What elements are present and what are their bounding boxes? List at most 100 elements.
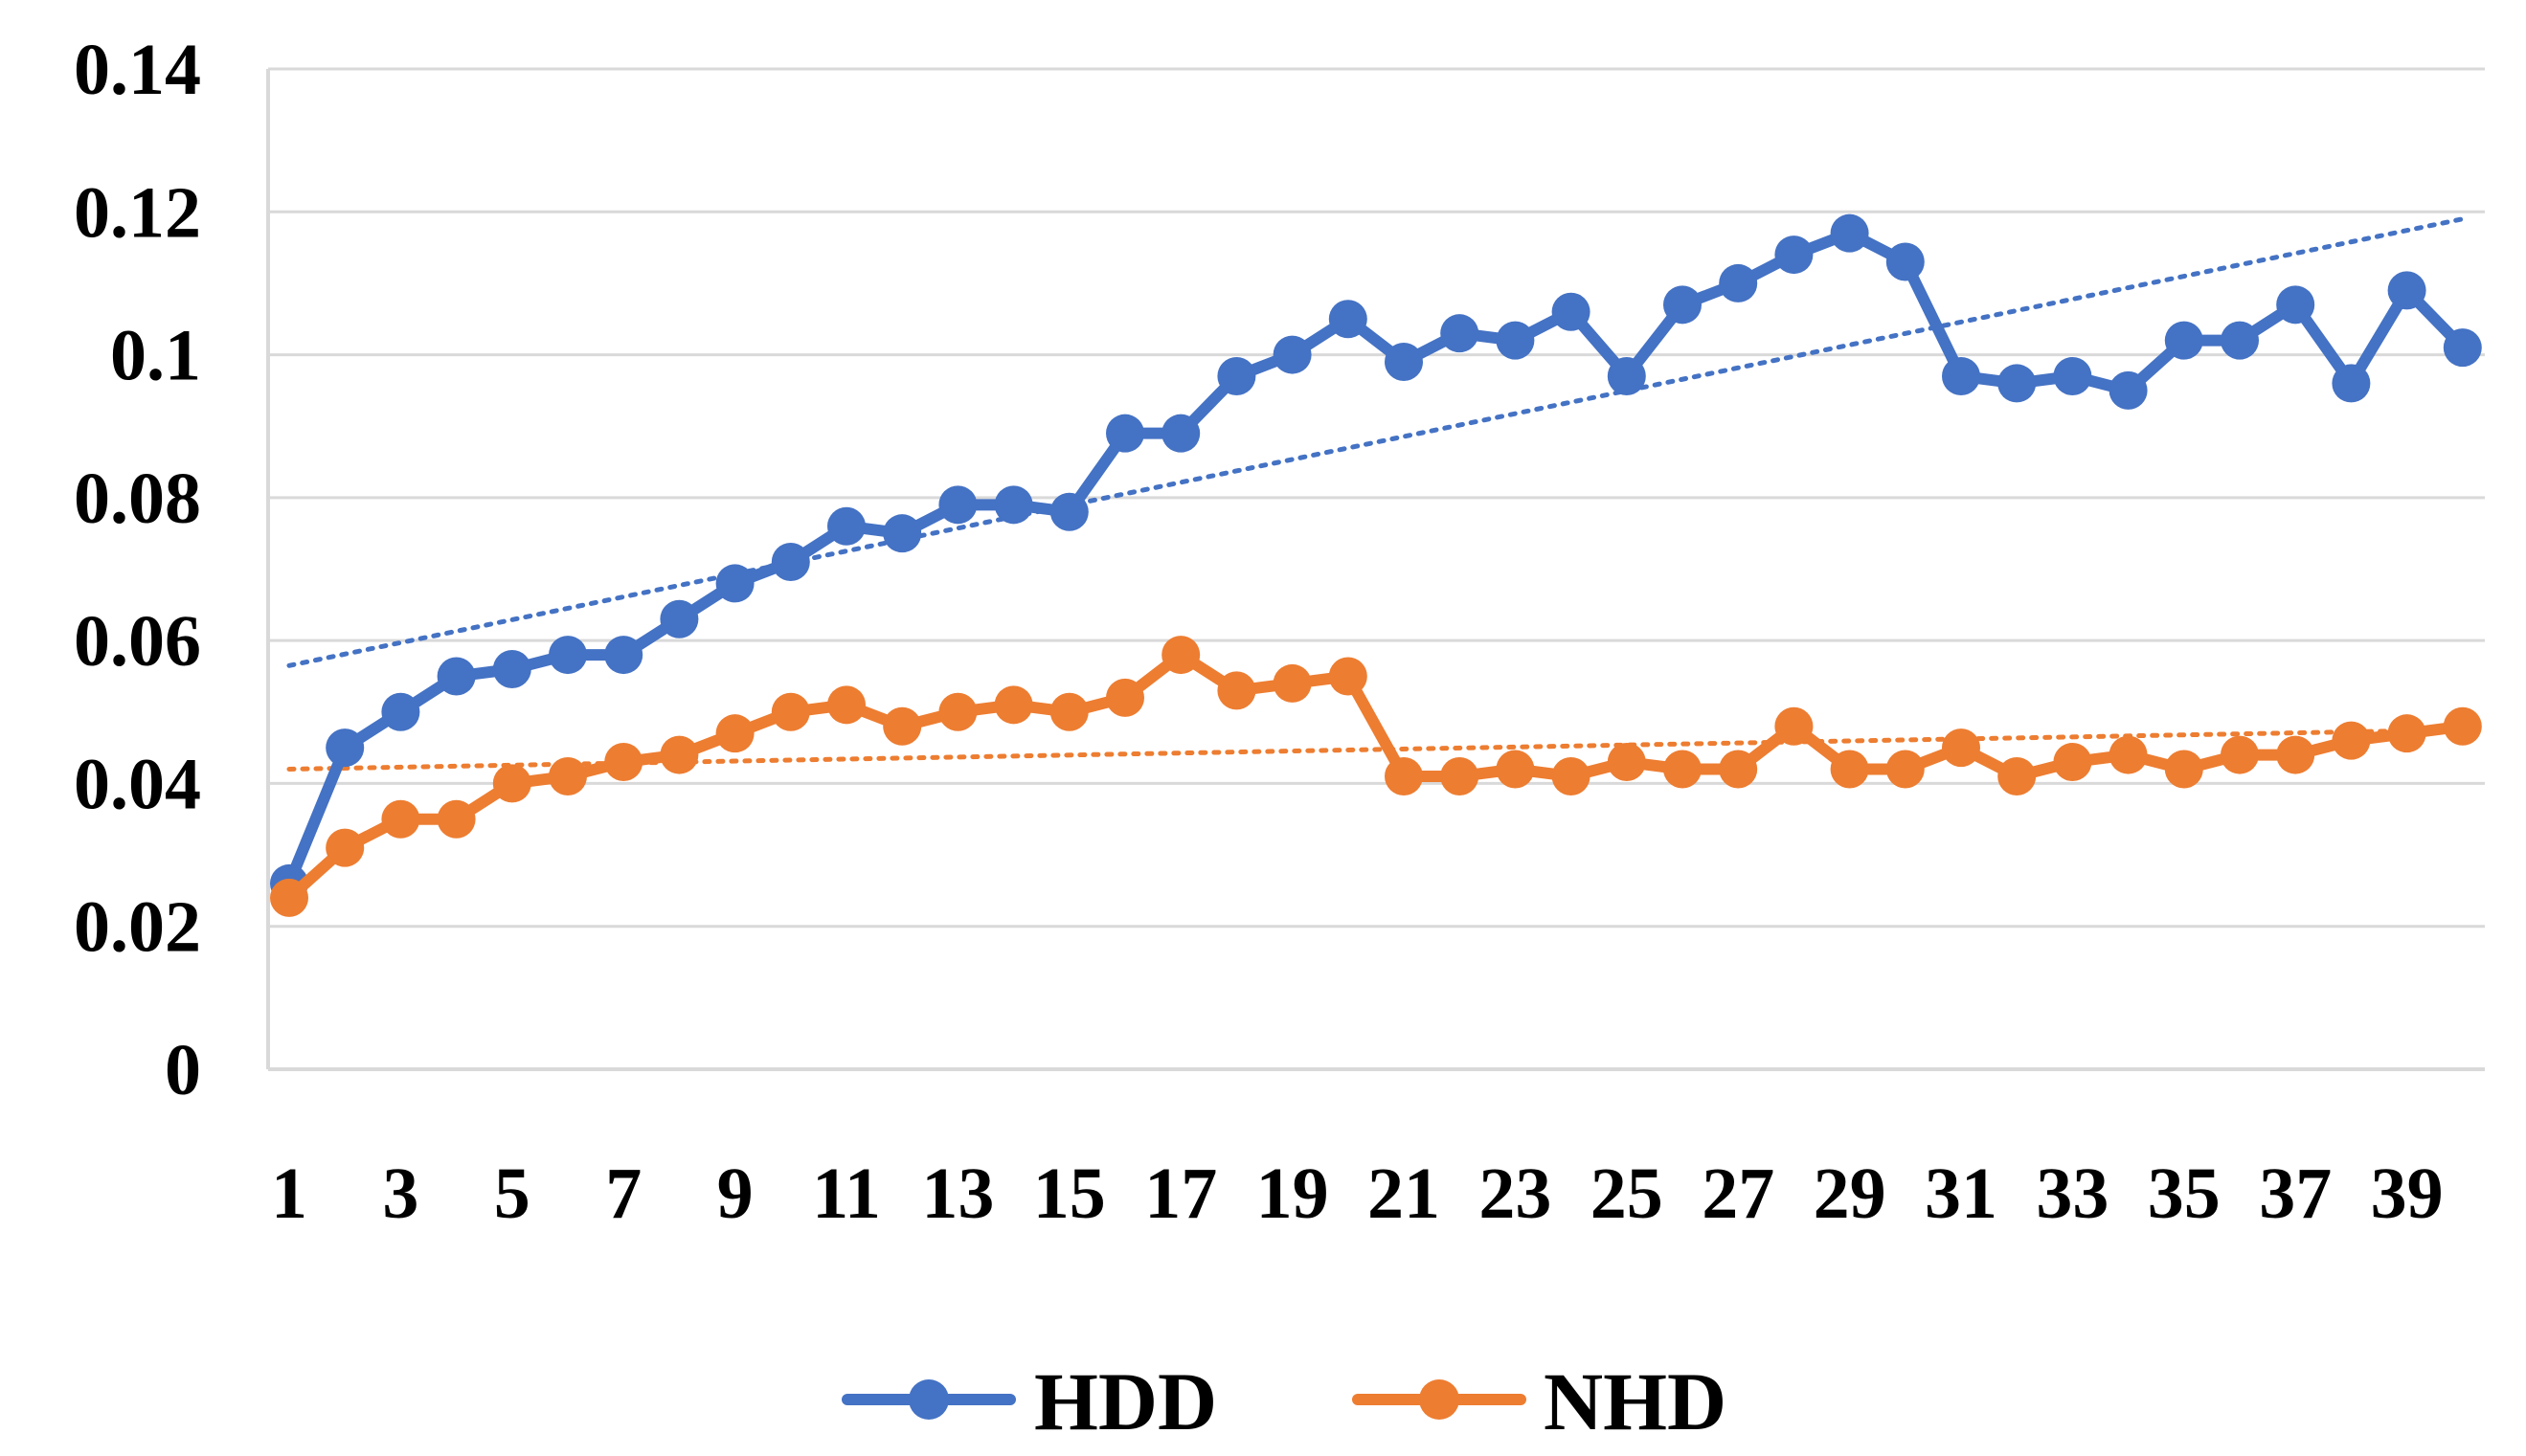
data-point-hdd <box>1440 314 1479 353</box>
data-point-hdd <box>2221 321 2259 360</box>
data-point-nhd <box>660 735 699 774</box>
data-point-hdd <box>2109 370 2148 410</box>
data-point-nhd <box>1997 756 2037 795</box>
data-point-hdd <box>1942 356 1980 395</box>
x-tick-label: 7 <box>605 1154 642 1234</box>
x-tick-label: 39 <box>2371 1154 2444 1234</box>
data-point-hdd <box>381 692 420 731</box>
data-point-hdd <box>1997 364 2037 403</box>
y-tick-label: 0.08 <box>74 459 201 539</box>
data-point-hdd <box>492 650 531 688</box>
data-point-hdd <box>2443 328 2482 368</box>
data-point-nhd <box>492 764 531 803</box>
data-point-hdd <box>1162 414 1201 453</box>
x-tick-label: 21 <box>1367 1154 1440 1234</box>
x-tick-label: 5 <box>494 1154 530 1234</box>
legend-item-hdd: HDD <box>842 1355 1217 1447</box>
data-point-nhd <box>2053 743 2092 782</box>
data-point-nhd <box>1440 756 1479 795</box>
y-tick-label: 0 <box>165 1030 201 1110</box>
x-tick-label: 31 <box>1925 1154 1997 1234</box>
data-point-nhd <box>1663 750 1702 789</box>
data-point-hdd <box>549 636 587 675</box>
data-point-nhd <box>1385 756 1423 795</box>
x-tick-label: 19 <box>1256 1154 1329 1234</box>
x-tick-label: 29 <box>1814 1154 1886 1234</box>
legend: HDD NHD <box>842 1355 1726 1447</box>
data-point-hdd <box>1217 356 1256 395</box>
data-point-hdd <box>1328 300 1367 339</box>
data-point-hdd <box>2387 271 2426 310</box>
data-point-nhd <box>604 743 643 782</box>
y-tick-label: 0.14 <box>74 30 201 110</box>
data-point-nhd <box>1607 743 1646 782</box>
series <box>270 213 2482 917</box>
data-point-hdd <box>1049 492 1089 531</box>
data-point-hdd <box>938 485 978 525</box>
data-point-hdd <box>660 599 699 638</box>
x-tick-label: 17 <box>1144 1154 1217 1234</box>
data-point-nhd <box>1049 692 1089 731</box>
data-point-hdd <box>2053 356 2092 395</box>
y-tick-label: 0.1 <box>110 316 201 396</box>
data-point-hdd <box>715 564 755 603</box>
data-point-hdd <box>994 485 1033 525</box>
data-point-hdd <box>1774 235 1814 275</box>
data-point-hdd <box>1607 356 1646 395</box>
data-point-nhd <box>1885 750 1925 789</box>
data-point-hdd <box>1496 321 1535 360</box>
data-point-nhd <box>1830 750 1869 789</box>
x-tick-label: 1 <box>271 1154 307 1234</box>
data-point-hdd <box>2276 285 2315 325</box>
data-point-hdd <box>883 514 922 553</box>
data-point-hdd <box>1385 343 1423 382</box>
data-point-hdd <box>1830 213 1869 253</box>
x-tick-label: 15 <box>1033 1154 1106 1234</box>
data-point-nhd <box>2164 750 2203 789</box>
data-point-nhd <box>2443 706 2482 746</box>
y-tick-label: 0.04 <box>74 744 201 824</box>
data-point-hdd <box>604 636 643 675</box>
legend-swatch-marker <box>909 1379 949 1420</box>
series-line-nhd <box>283 649 2469 904</box>
data-point-nhd <box>2109 735 2148 774</box>
legend-label: HDD <box>1034 1355 1217 1447</box>
data-point-nhd <box>2221 735 2259 774</box>
data-point-hdd <box>1663 285 1702 325</box>
data-point-hdd <box>827 506 866 546</box>
data-point-hdd <box>437 657 476 696</box>
trendline-hdd <box>286 216 2466 668</box>
x-tick-label: 11 <box>812 1154 881 1234</box>
x-tick-label: 9 <box>717 1154 754 1234</box>
x-axis-tick-labels: 1 3 5 7 9 11 13 15 17 19 21 23 25 27 29 31 33 35 37 39 <box>271 1154 2444 1234</box>
x-tick-label: 25 <box>1590 1154 1663 1234</box>
data-point-hdd <box>1273 335 1312 374</box>
y-tick-label: 0.06 <box>74 601 201 682</box>
trendlines <box>286 216 2466 772</box>
data-point-hdd <box>1106 414 1144 453</box>
x-tick-label: 23 <box>1478 1154 1551 1234</box>
data-point-nhd <box>1162 636 1201 675</box>
legend-item-nhd: NHD <box>1352 1355 1726 1447</box>
x-tick-label: 33 <box>2036 1154 2109 1234</box>
data-point-nhd <box>1217 671 1256 710</box>
x-tick-label: 35 <box>2148 1154 2221 1234</box>
data-point-nhd <box>715 714 755 753</box>
data-point-nhd <box>827 685 866 725</box>
data-point-nhd <box>1719 750 1758 789</box>
y-axis-tick-labels: 0 0.02 0.04 0.06 0.08 0.1 0.12 0.14 <box>74 30 201 1110</box>
x-tick-label: 27 <box>1702 1154 1774 1234</box>
x-tick-label: 13 <box>921 1154 994 1234</box>
data-point-nhd <box>2276 735 2315 774</box>
data-point-nhd <box>771 692 810 731</box>
data-point-nhd <box>549 756 587 795</box>
data-point-nhd <box>994 685 1033 725</box>
data-point-nhd <box>381 799 420 839</box>
data-point-hdd <box>2332 364 2371 403</box>
data-point-hdd <box>326 728 365 768</box>
x-tick-label: 3 <box>382 1154 418 1234</box>
data-point-nhd <box>1496 750 1535 789</box>
data-point-nhd <box>1551 756 1590 795</box>
